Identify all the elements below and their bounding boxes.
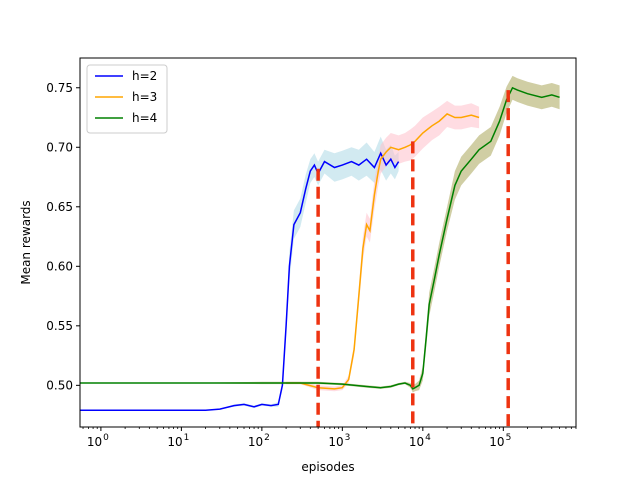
legend-box [86,64,168,134]
y-tick-label: 0.50 [46,378,73,392]
legend-label-h=3: h=3 [132,90,157,104]
legend-label-h=2: h=2 [132,69,157,83]
plot-frame [79,57,577,428]
series-line-h=2 [80,151,400,412]
y-tick-label: 0.75 [46,81,73,95]
series-line-h=3 [286,113,480,390]
legend-label-h=4: h=4 [132,111,157,125]
y-axis-ticks: 0.50 0.55 0.60 0.65 0.70 0.75 [46,81,80,392]
x-axis-label: episodes [301,460,354,474]
band-h=2 [80,136,399,411]
y-tick-label: 0.65 [46,200,73,214]
y-tick-label: 0.55 [46,319,73,333]
y-axis-label: Mean rewards [19,200,33,284]
y-tick-label: 0.60 [46,259,73,273]
vertical-markers [316,90,510,427]
legend: h=2 h=3 h=4 [86,64,168,134]
y-tick-label: 0.70 [46,140,73,154]
